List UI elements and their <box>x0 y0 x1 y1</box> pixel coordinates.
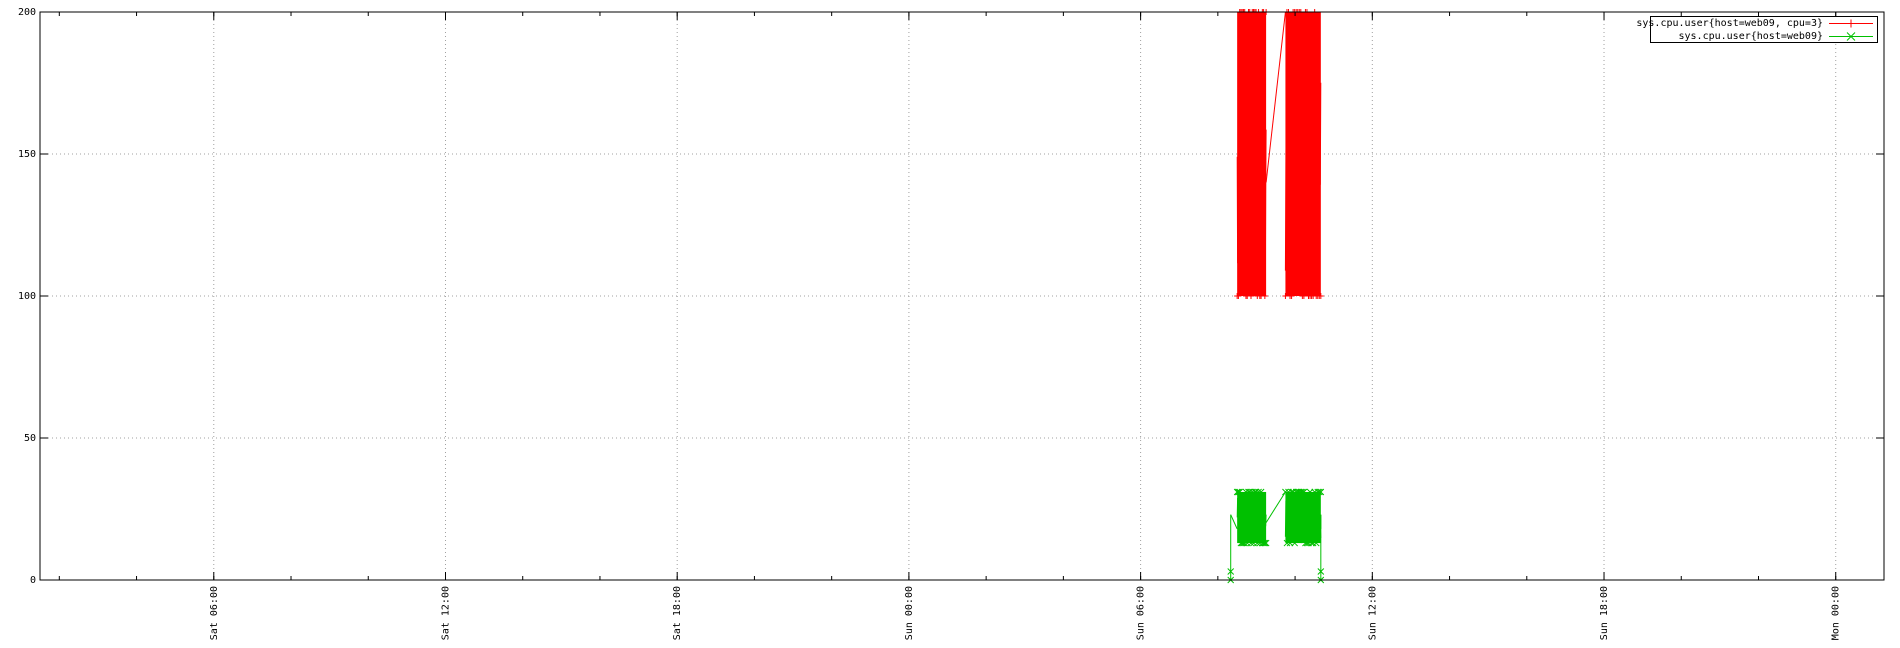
y-tick-label: 150 <box>18 149 36 160</box>
series-1-marker <box>1261 539 1269 547</box>
series-0-line-1 <box>1284 14 1322 294</box>
x-tick-label: Sat 06:00 <box>209 586 220 640</box>
legend-item-1: sys.cpu.user{host=web09} <box>1679 30 1878 43</box>
x-tick-label: Sun 12:00 <box>1367 586 1378 640</box>
series-layer <box>1227 9 1325 584</box>
series-1-marker <box>1260 539 1267 547</box>
x-tick-label: Sat 12:00 <box>440 586 451 640</box>
legend-swatch-red-plus <box>1829 19 1873 28</box>
legend-label-0: sys.cpu.user{host=web09, cpu=3} <box>1636 18 1823 29</box>
y-tick-label: 200 <box>18 7 36 18</box>
series-1-marker <box>1257 488 1265 496</box>
series-1-marker <box>1299 488 1306 496</box>
series-0-marker <box>1248 293 1255 299</box>
legend-item-0: sys.cpu.user{host=web09, cpu=3} <box>1636 17 1877 30</box>
legend-swatch-0 <box>1827 17 1875 30</box>
series-1 <box>1227 488 1325 584</box>
axis-layer: 0 50 100 150 200 Sat 06:00 Sat 12:00 Sat 18:00 S… <box>18 7 1884 640</box>
legend-swatch-1 <box>1827 30 1875 43</box>
legend: sys.cpu.user{host=web09, cpu=3} sys.cpu.… <box>1636 16 1878 43</box>
series-1-marker <box>1309 539 1317 547</box>
x-tick-label: Sun 06:00 <box>1136 586 1147 640</box>
series-1-marker <box>1291 539 1299 547</box>
series-1-marker <box>1253 539 1261 547</box>
y-tick-label: 50 <box>24 433 36 444</box>
series-1-line-0 <box>1236 492 1267 543</box>
y-tick-label: 100 <box>18 291 36 302</box>
series-0 <box>1234 9 1324 299</box>
series-1-edge-marker <box>1317 568 1325 575</box>
series-1-marker <box>1300 488 1308 496</box>
grid-layer <box>40 12 1884 580</box>
legend-swatch-green-cross <box>1829 32 1873 41</box>
x-tick-label: Sun 00:00 <box>904 586 915 640</box>
series-1-bridge <box>1265 491 1286 523</box>
series-1-marker <box>1314 488 1322 496</box>
series-1-marker <box>1297 488 1305 496</box>
series-0-marker <box>1288 293 1295 299</box>
x-tick-label: Mon 00:00 <box>1831 586 1842 640</box>
series-1-marker <box>1252 488 1260 496</box>
series-1-marker <box>1312 539 1320 547</box>
series-1-marker <box>1283 539 1291 547</box>
x-tick-label: Sun 18:00 <box>1599 586 1610 640</box>
series-1-line-1 <box>1284 493 1322 544</box>
series-1-marker <box>1317 488 1325 496</box>
series-0-marker <box>1235 293 1242 299</box>
series-0-bridge <box>1265 11 1286 183</box>
series-1-marker <box>1302 539 1309 547</box>
series-1-marker <box>1246 488 1254 496</box>
series-0-marker <box>1317 293 1324 299</box>
series-0-line-0 <box>1236 20 1267 295</box>
series-1-marker <box>1262 539 1270 547</box>
series-1-marker <box>1235 488 1242 496</box>
series-1-edge-marker <box>1227 568 1235 575</box>
x-tick-label: Sat 18:00 <box>672 586 683 640</box>
legend-label-1: sys.cpu.user{host=web09} <box>1678 31 1824 42</box>
series-1-marker <box>1238 539 1246 547</box>
y-tick-label: 0 <box>30 575 36 586</box>
series-1-edge-link <box>1230 514 1238 530</box>
series-1-marker <box>1236 488 1244 496</box>
series-1-marker <box>1315 488 1323 496</box>
